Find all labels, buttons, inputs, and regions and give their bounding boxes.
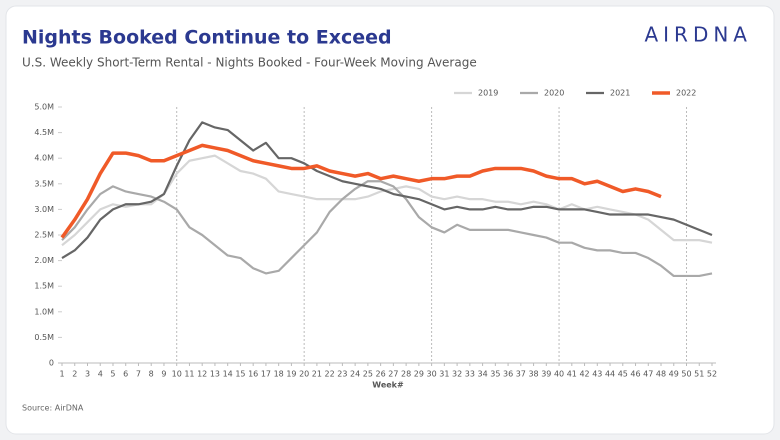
x-tick-label: 34 — [477, 370, 487, 379]
legend-label: 2021 — [610, 89, 630, 98]
x-axis-label: Week# — [372, 381, 404, 390]
card — [5, 5, 775, 435]
x-tick-label: 18 — [274, 370, 284, 379]
source: Source: AirDNA — [22, 404, 84, 413]
x-tick-label: 7 — [136, 370, 141, 379]
y-tick-label: 0 — [49, 359, 54, 368]
x-tick-label: 43 — [592, 370, 602, 379]
x-tick-label: 30 — [427, 370, 437, 379]
chart-subtitle: U.S. Weekly Short-Term Rental - Nights B… — [22, 56, 477, 70]
x-tick-label: 14 — [223, 370, 233, 379]
x-tick-label: 49 — [669, 370, 679, 379]
x-tick-label: 44 — [605, 370, 615, 379]
x-tick-label: 10 — [172, 370, 182, 379]
x-tick-label: 35 — [490, 370, 500, 379]
x-tick-label: 13 — [210, 370, 220, 379]
y-tick-label: 4.5M — [34, 128, 54, 137]
x-tick-label: 23 — [337, 370, 347, 379]
x-tick-label: 51 — [694, 370, 704, 379]
x-tick-label: 8 — [149, 370, 154, 379]
x-tick-label: 38 — [528, 370, 538, 379]
x-tick-label: 45 — [618, 370, 628, 379]
chart-title: Nights Booked Continue to Exceed — [22, 27, 392, 49]
x-tick-label: 37 — [516, 370, 526, 379]
x-tick-label: 31 — [439, 370, 449, 379]
y-tick-label: 1.0M — [34, 307, 54, 316]
y-tick-label: 3.5M — [34, 179, 54, 188]
logo: AIRDNA — [644, 23, 752, 47]
legend-label: 2022 — [676, 89, 696, 98]
x-tick-label: 27 — [388, 370, 398, 379]
x-tick-label: 50 — [681, 370, 691, 379]
x-tick-label: 15 — [235, 370, 245, 379]
legend-label: 2019 — [478, 89, 498, 98]
x-tick-label: 47 — [643, 370, 653, 379]
x-tick-label: 9 — [161, 370, 166, 379]
x-tick-label: 24 — [350, 370, 360, 379]
x-tick-label: 16 — [248, 370, 258, 379]
x-tick-label: 29 — [414, 370, 424, 379]
x-tick-label: 22 — [325, 370, 335, 379]
x-tick-label: 40 — [554, 370, 564, 379]
x-tick-label: 33 — [465, 370, 475, 379]
x-tick-label: 25 — [363, 370, 373, 379]
x-tick-label: 48 — [656, 370, 666, 379]
x-tick-label: 2 — [72, 370, 77, 379]
y-tick-label: 1.5M — [34, 282, 54, 291]
y-tick-label: 2.5M — [34, 231, 54, 240]
x-tick-label: 5 — [110, 370, 115, 379]
x-tick-label: 41 — [567, 370, 577, 379]
x-tick-label: 4 — [98, 370, 103, 379]
x-tick-label: 26 — [376, 370, 386, 379]
x-tick-label: 3 — [85, 370, 90, 379]
x-tick-label: 28 — [401, 370, 411, 379]
series-line — [61, 154, 713, 247]
x-tick-label: 1 — [59, 370, 64, 379]
x-tick-label: 52 — [707, 370, 717, 379]
y-tick-label: 5.0M — [34, 103, 54, 112]
y-tick-label: 4.0M — [34, 154, 54, 163]
x-tick-label: 17 — [261, 370, 271, 379]
legend-label: 2020 — [544, 89, 564, 98]
series-line — [61, 121, 713, 259]
y-tick-label: 0.5M — [34, 333, 54, 342]
series-line — [60, 143, 662, 239]
x-tick-label: 46 — [630, 370, 640, 379]
y-tick-label: 2.0M — [34, 256, 54, 265]
y-tick-label: 3.0M — [34, 205, 54, 214]
series-line — [61, 180, 713, 278]
x-tick-label: 42 — [579, 370, 589, 379]
x-tick-label: 32 — [452, 370, 462, 379]
x-tick-label: 36 — [503, 370, 513, 379]
x-tick-label: 39 — [541, 370, 551, 379]
x-tick-label: 19 — [286, 370, 296, 379]
x-tick-label: 21 — [312, 370, 322, 379]
x-tick-label: 12 — [197, 370, 207, 379]
x-tick-label: 11 — [184, 370, 194, 379]
x-tick-label: 20 — [299, 370, 309, 379]
x-tick-label: 6 — [123, 370, 128, 379]
